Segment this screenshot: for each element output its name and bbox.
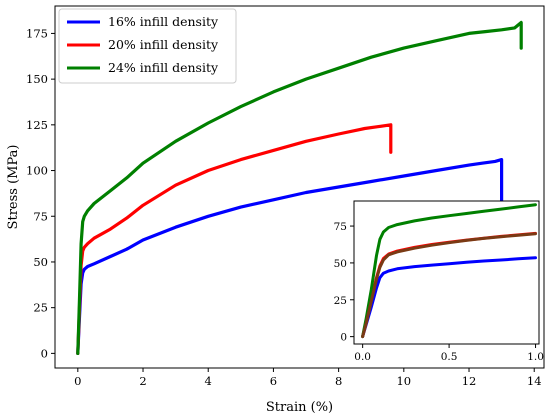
legend-label-16: 16% infill density: [108, 14, 219, 29]
inset-x-tick-label: 1.0: [527, 351, 544, 363]
x-axis-label: Strain (%): [266, 400, 333, 415]
inset-chart: 0.0 0.5 1.0 0 25 50 75: [334, 200, 544, 363]
inset-axis-ticks: 0.0 0.5 1.0 0 25 50 75: [334, 221, 544, 363]
main-series-line-1: [76, 123, 393, 355]
inset-y-tick-label: 75: [334, 221, 347, 233]
inset-plot-frame: [353, 200, 540, 345]
inset-y-tick-label: 25: [334, 295, 347, 307]
inset-y-tick-label: 50: [334, 258, 347, 270]
main-series-lines: [76, 20, 523, 355]
inset-y-tick-label: 0: [340, 332, 347, 344]
inset-series-lines: [361, 203, 537, 339]
main-y-tick-label: 150: [26, 72, 48, 86]
inset-x-tick-label: 0.0: [354, 351, 371, 363]
inset-series-line-2: [361, 203, 537, 339]
main-y-tick-label: 0: [41, 346, 48, 360]
main-series-line-2: [76, 20, 523, 355]
main-y-tick-label: 50: [33, 255, 48, 269]
main-x-tick-label: 10: [396, 374, 411, 388]
main-y-tick-label: 125: [26, 118, 48, 132]
inset-series-line-3: [361, 232, 537, 339]
legend: 16% infill density 20% infill density 24…: [58, 8, 237, 84]
legend-label-24: 24% infill density: [108, 60, 219, 75]
main-x-tick-label: 8: [335, 374, 342, 388]
main-x-tick-label: 0: [74, 374, 81, 388]
main-x-tick-label: 2: [139, 374, 146, 388]
legend-label-20: 20% infill density: [108, 37, 219, 52]
main-x-tick-label: 4: [205, 374, 212, 388]
main-y-tick-label: 75: [33, 209, 48, 223]
main-y-tick-label: 175: [26, 26, 48, 40]
main-x-tick-label: 12: [462, 374, 477, 388]
legend-box: [58, 8, 237, 84]
inset-x-tick-label: 0.5: [441, 351, 458, 363]
main-series-line-0: [76, 158, 504, 355]
main-plot-frame: [54, 5, 545, 369]
y-axis-label: Stress (MPa): [6, 145, 21, 230]
inset-series-line-0: [361, 256, 537, 339]
main-x-tick-label: 14: [527, 374, 542, 388]
main-y-tick-label: 100: [26, 164, 48, 178]
main-x-tick-label: 6: [270, 374, 277, 388]
main-axis-ticks: 0 2 4 6 8 10 12 14 0 25 50 75 100 125 150 175: [26, 26, 541, 388]
main-y-tick-label: 25: [33, 301, 48, 315]
